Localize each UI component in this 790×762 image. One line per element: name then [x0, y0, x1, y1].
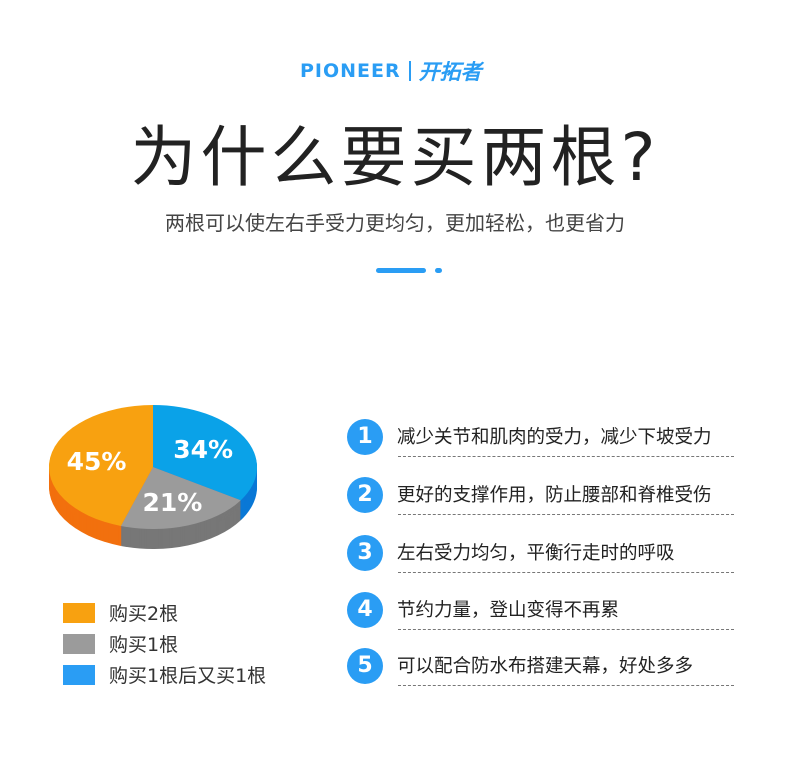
- number-badge: 1: [347, 419, 383, 455]
- pie-chart: 34% 21% 45%: [49, 405, 257, 549]
- reason-text: 节约力量，登山变得不再累: [397, 600, 620, 621]
- number-badge: 5: [347, 648, 383, 684]
- brand-en: PIONEER: [300, 60, 401, 82]
- legend: 购买2根 购买1根 购买1根后又买1根: [63, 597, 266, 690]
- reason-item: 3 左右受力均匀，平衡行走时的呼吸: [347, 535, 747, 575]
- pie-data-label: 45%: [67, 447, 127, 476]
- reason-text: 左右受力均匀，平衡行走时的呼吸: [397, 543, 675, 564]
- reason-item: 5 可以配合防水布搭建天幕，好处多多: [347, 648, 747, 688]
- dashed-divider: [398, 514, 734, 515]
- reason-text: 可以配合防水布搭建天幕，好处多多: [397, 656, 694, 677]
- reason-item: 2 更好的支撑作用，防止腰部和脊椎受伤: [347, 477, 747, 517]
- pie-slice: [153, 405, 257, 501]
- brand-cn: 开拓者: [418, 60, 482, 84]
- legend-label: 购买2根: [109, 603, 179, 625]
- brand-logo: PIONEER 开拓者: [300, 56, 482, 86]
- dashed-divider: [398, 685, 734, 686]
- pie-data-label: 21%: [142, 488, 202, 517]
- reason-item: 4 节约力量，登山变得不再累: [347, 592, 747, 632]
- legend-label: 购买1根: [109, 634, 179, 656]
- number-badge: 4: [347, 592, 383, 628]
- number-badge: 2: [347, 477, 383, 513]
- pie-data-label: 34%: [173, 435, 233, 464]
- decor-dot: [435, 268, 442, 273]
- decor-bar: [376, 268, 426, 273]
- dashed-divider: [398, 629, 734, 630]
- legend-swatch: [63, 602, 95, 623]
- pie-slice: [120, 467, 241, 529]
- legend-swatch: [63, 633, 95, 654]
- page-title: 为什么要买两根?: [130, 119, 660, 196]
- pie-slice: [49, 405, 154, 526]
- legend-item: 购买1根: [63, 628, 266, 659]
- dashed-divider: [398, 456, 734, 457]
- reason-text: 更好的支撑作用，防止腰部和脊椎受伤: [397, 485, 712, 506]
- legend-item: 购买2根: [63, 597, 266, 628]
- reason-text: 减少关节和肌肉的受力，减少下坡受力: [397, 427, 712, 448]
- brand-divider: [408, 61, 411, 81]
- reason-item: 1 减少关节和肌肉的受力，减少下坡受力: [347, 419, 747, 459]
- legend-swatch: [63, 664, 95, 685]
- dashed-divider: [398, 572, 734, 573]
- page-subtitle: 两根可以使左右手受力更均匀，更加轻松，也更省力: [165, 211, 625, 235]
- number-badge: 3: [347, 535, 383, 571]
- legend-label: 购买1根后又买1根: [109, 665, 267, 687]
- legend-item: 购买1根后又买1根: [63, 659, 266, 690]
